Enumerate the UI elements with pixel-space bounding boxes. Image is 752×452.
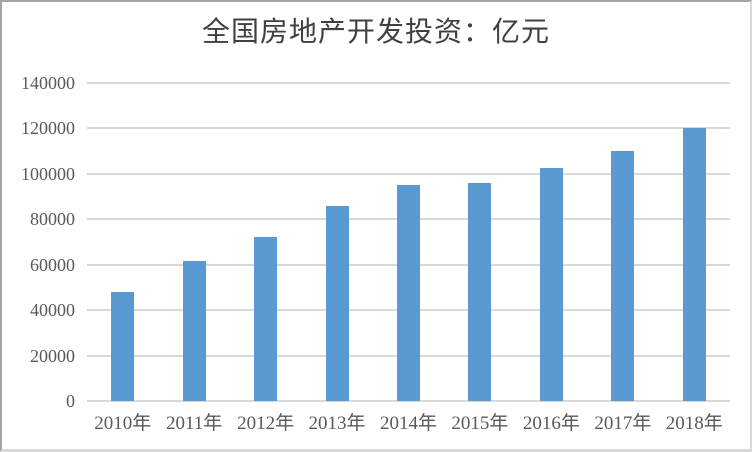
x-axis-tick-label: 2017年 — [594, 413, 652, 434]
chart-title: 全国房地产开发投资：亿元 — [201, 17, 550, 48]
gridline — [87, 400, 730, 402]
bar — [111, 291, 135, 401]
x-axis-tick-label: 2018年 — [665, 413, 723, 434]
bar — [397, 185, 420, 401]
y-axis-tick-label: 40000 — [30, 300, 75, 321]
bar — [325, 205, 349, 401]
y-axis-tick-label: 20000 — [30, 345, 75, 366]
bar — [539, 167, 563, 401]
y-axis-tick-label: 120000 — [21, 118, 75, 139]
x-axis-tick-label: 2010年 — [94, 413, 152, 434]
bar — [254, 237, 278, 401]
gridline — [87, 82, 730, 84]
bar — [182, 261, 206, 401]
y-axis-tick-label: 100000 — [21, 163, 75, 184]
x-axis-tick-label: 2013年 — [308, 413, 366, 434]
y-axis-tick-label: 60000 — [30, 254, 75, 275]
gridline — [87, 127, 730, 130]
bar — [468, 182, 492, 401]
x-axis-tick-label: 2012年 — [237, 413, 295, 434]
y-axis-tick-label: 0 — [66, 391, 75, 411]
gridline — [87, 172, 730, 175]
bar — [682, 128, 706, 401]
x-axis-tick-label: 2014年 — [379, 413, 437, 434]
plot-area — [87, 82, 730, 402]
bar — [611, 151, 635, 401]
y-axis-tick-label: 140000 — [21, 73, 75, 93]
x-axis-tick-label: 2016年 — [522, 413, 580, 434]
y-axis-tick-label: 80000 — [30, 209, 75, 230]
x-axis-tick-label: 2015年 — [451, 413, 509, 434]
x-axis-tick-label: 2011年 — [166, 413, 223, 434]
